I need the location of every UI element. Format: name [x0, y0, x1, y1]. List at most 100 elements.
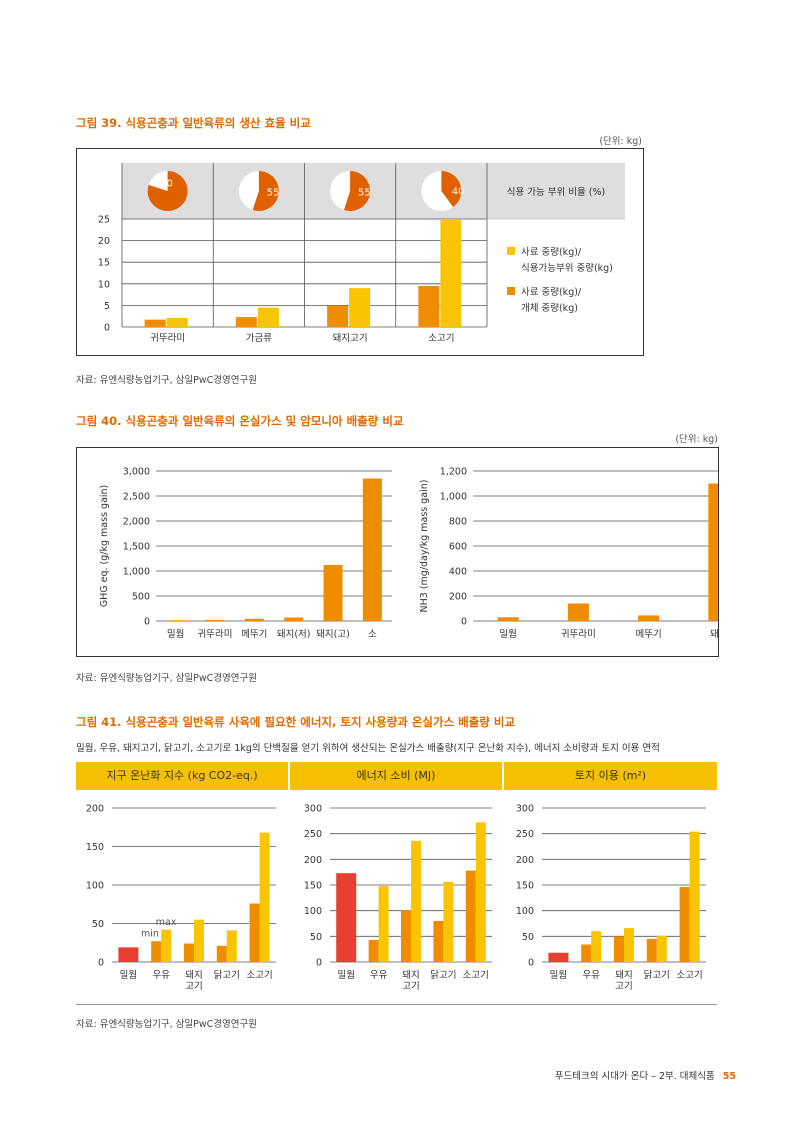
fig39-source: 자료: 유엔식량농업기구, 삼일PwC경영연구원 — [76, 375, 257, 386]
fig40-nh3-bar — [708, 483, 730, 621]
fig41-box: 0 50 100 150 200 밀웜 우유 돼지 고기 닭고기 소고기 max min 0 50 100 15… — [76, 790, 717, 1005]
fig39-bar — [257, 307, 279, 327]
fig41-ghg-ytick: 0 — [98, 958, 104, 969]
fig41-energy-bar-max — [378, 886, 389, 962]
fig39-legend-yellow-swatch — [507, 247, 515, 255]
fig41-energy-bar-min — [368, 939, 379, 962]
fig39-pie-label: 80 — [160, 178, 173, 189]
fig41-land-bar-max — [656, 935, 667, 962]
fig41-ghg-bar-max — [161, 929, 172, 962]
fig41-ghg-xtick: 고기 — [185, 981, 202, 992]
fig41-ghg-xtick: 닭고기 — [214, 969, 240, 981]
fig39-legend-orange-swatch — [507, 287, 515, 295]
fig41-ghg-ytick: 50 — [92, 919, 104, 930]
fig41-header-ghg: 지구 온난화 지수 (kg CO2-eq.) — [76, 762, 288, 790]
fig41-energy-bar-max — [411, 840, 421, 962]
fig40-nh3-bar — [638, 615, 660, 621]
fig39-chart: 식용 가능 부위 비율 (%) 0 5 10 15 20 25 귀뚜라미 80 가금류 55 돼지고기… — [98, 163, 625, 344]
fig40-ghg-bar — [205, 619, 225, 621]
fig41-title: 그림 41. 식용곤충과 일반육류 사육에 필요한 에너지, 토지 사용량과 온… — [76, 715, 516, 729]
fig41-energy-xtick: 소고기 — [463, 970, 489, 981]
fig41-land-xtick: 닭고기 — [644, 969, 670, 981]
fig39-bar — [166, 317, 188, 327]
fig40-ghg-ytick: 2,500 — [123, 492, 150, 503]
fig40-ghg-ytick: 3,000 — [123, 467, 150, 478]
fig40-ghg-bar — [166, 620, 186, 621]
fig41-energy-xtick: 닭고기 — [430, 969, 456, 981]
fig39-bar — [418, 285, 440, 327]
fig41-land-ytick: 300 — [516, 804, 534, 815]
fig39-ytick: 20 — [98, 236, 110, 247]
fig40-nh3-bar — [567, 603, 589, 621]
fig41-ghg-bar-min — [216, 945, 227, 962]
fig41-land-ytick: 200 — [516, 855, 534, 866]
fig41-ghg-bar-max — [259, 832, 270, 962]
fig40-ghg-xtick: 소 — [368, 629, 377, 640]
fig40-nh3-ytick: 600 — [449, 542, 467, 553]
fig39-pie-label: 55 — [358, 187, 371, 198]
fig41-ghg-xtick: 돼지 — [185, 970, 202, 981]
fig39-xtick: 돼지고기 — [333, 333, 368, 344]
fig41-land-xtick: 밀웜 — [550, 969, 567, 981]
fig41-land-xtick: 소고기 — [676, 970, 702, 981]
fig39-legend-orange-2: 개체 중량(kg) — [521, 302, 578, 314]
fig39-legend-yellow-1: 사료 중량(kg)/ — [521, 246, 582, 258]
fig41-header-ghg-label: 지구 온난화 지수 (kg CO2-eq.) — [106, 769, 258, 782]
fig41-land-bar-max — [689, 831, 700, 962]
footer-text: 푸드테크의 시대가 온다 – 2부. 대체식품 — [554, 1071, 715, 1082]
fig41-land-xtick: 고기 — [615, 981, 632, 992]
fig40-chart: 0 500 1,000 1,500 2,000 2,500 3,000 밀웜 귀뚜라미 메뚜기 돼지… — [99, 467, 754, 640]
fig41-ghg-annotation-min: min — [141, 929, 159, 940]
fig41-ghg-bar — [118, 947, 139, 962]
fig40-nh3-ytick: 200 — [449, 592, 467, 603]
fig41-header-land-label: 토지 이용 (m²) — [574, 769, 647, 782]
fig41-land-ytick: 150 — [516, 881, 534, 892]
fig40-unit: (단위: kg) — [675, 434, 718, 445]
fig41-land-xtick: 우유 — [582, 970, 600, 981]
fig40-ghg-ylabel: GHG eq. (g/kg mass gain) — [99, 485, 110, 608]
fig41-ghg-bar-max — [194, 919, 204, 962]
fig39-pie-label: 40 — [452, 186, 465, 197]
fig40-ghg-xtick: 밀웜 — [167, 628, 184, 640]
fig39-legend-yellow-2: 식용가능부위 중량(kg) — [521, 262, 613, 274]
fig41-land-xtick: 돼지 — [615, 970, 632, 981]
fig40-source: 자료: 유엔식량농업기구, 삼일PwC경영연구원 — [76, 673, 257, 684]
fig41-energy-ytick: 250 — [304, 829, 322, 840]
fig39-xtick: 가금류 — [246, 333, 272, 344]
fig41-energy-ytick: 0 — [316, 958, 322, 969]
fig41-ghg-xtick: 소고기 — [246, 970, 272, 981]
fig41-ghg-bar-max — [226, 930, 237, 962]
fig39-pie-slice — [147, 171, 188, 211]
fig39-xtick: 소고기 — [428, 333, 454, 344]
fig39-pie-header-band — [487, 163, 625, 219]
fig40-nh3-ytick: 1,000 — [440, 492, 467, 503]
fig39-pie-header: 식용 가능 부위 비율 (%) — [507, 186, 605, 198]
fig41-land-bar-min — [614, 936, 624, 962]
fig39-bar — [235, 317, 257, 327]
fig40-ghg-ytick: 1,000 — [123, 567, 150, 578]
fig40-nh3-ylabel: NH3 (mg/day/kg mass gain) — [419, 480, 430, 613]
fig40-nh3-bar — [497, 617, 519, 621]
fig41-ghg-xtick: 우유 — [152, 970, 170, 981]
fig40-ghg-xtick: 돼지(저) — [277, 629, 311, 640]
fig39-xtick: 귀뚜라미 — [150, 333, 185, 344]
fig41-header-energy-label: 에너지 소비 (MJ) — [356, 769, 436, 782]
fig40-nh3-xtick: 돼지 — [710, 629, 718, 640]
fig39-ytick: 10 — [98, 279, 110, 290]
fig40-ghg-bar — [362, 478, 382, 621]
fig41-energy-ytick: 150 — [304, 881, 322, 892]
fig39-pie-label: 55 — [267, 187, 280, 198]
fig40-ghg-bar — [284, 617, 304, 621]
fig41-land-ytick: 100 — [516, 906, 534, 917]
fig40-title: 그림 40. 식용곤충과 일반육류의 온실가스 및 암모니아 배출량 비교 — [76, 414, 404, 428]
fig40-ghg-ytick: 0 — [144, 617, 150, 628]
fig39-legend-orange-1: 사료 중량(kg)/ — [521, 286, 582, 298]
fig41-header-energy: 에너지 소비 (MJ) — [290, 762, 502, 790]
fig40-ghg-ytick: 1,500 — [123, 542, 150, 553]
fig41-energy-bar-max — [475, 822, 486, 962]
fig40-ghg-xtick: 귀뚜라미 — [198, 629, 233, 640]
fig40-ghg-xtick: 돼지(고) — [316, 629, 350, 640]
fig40-nh3-ytick: 400 — [449, 567, 467, 578]
fig40-nh3-xtick: 밀웜 — [499, 628, 516, 640]
